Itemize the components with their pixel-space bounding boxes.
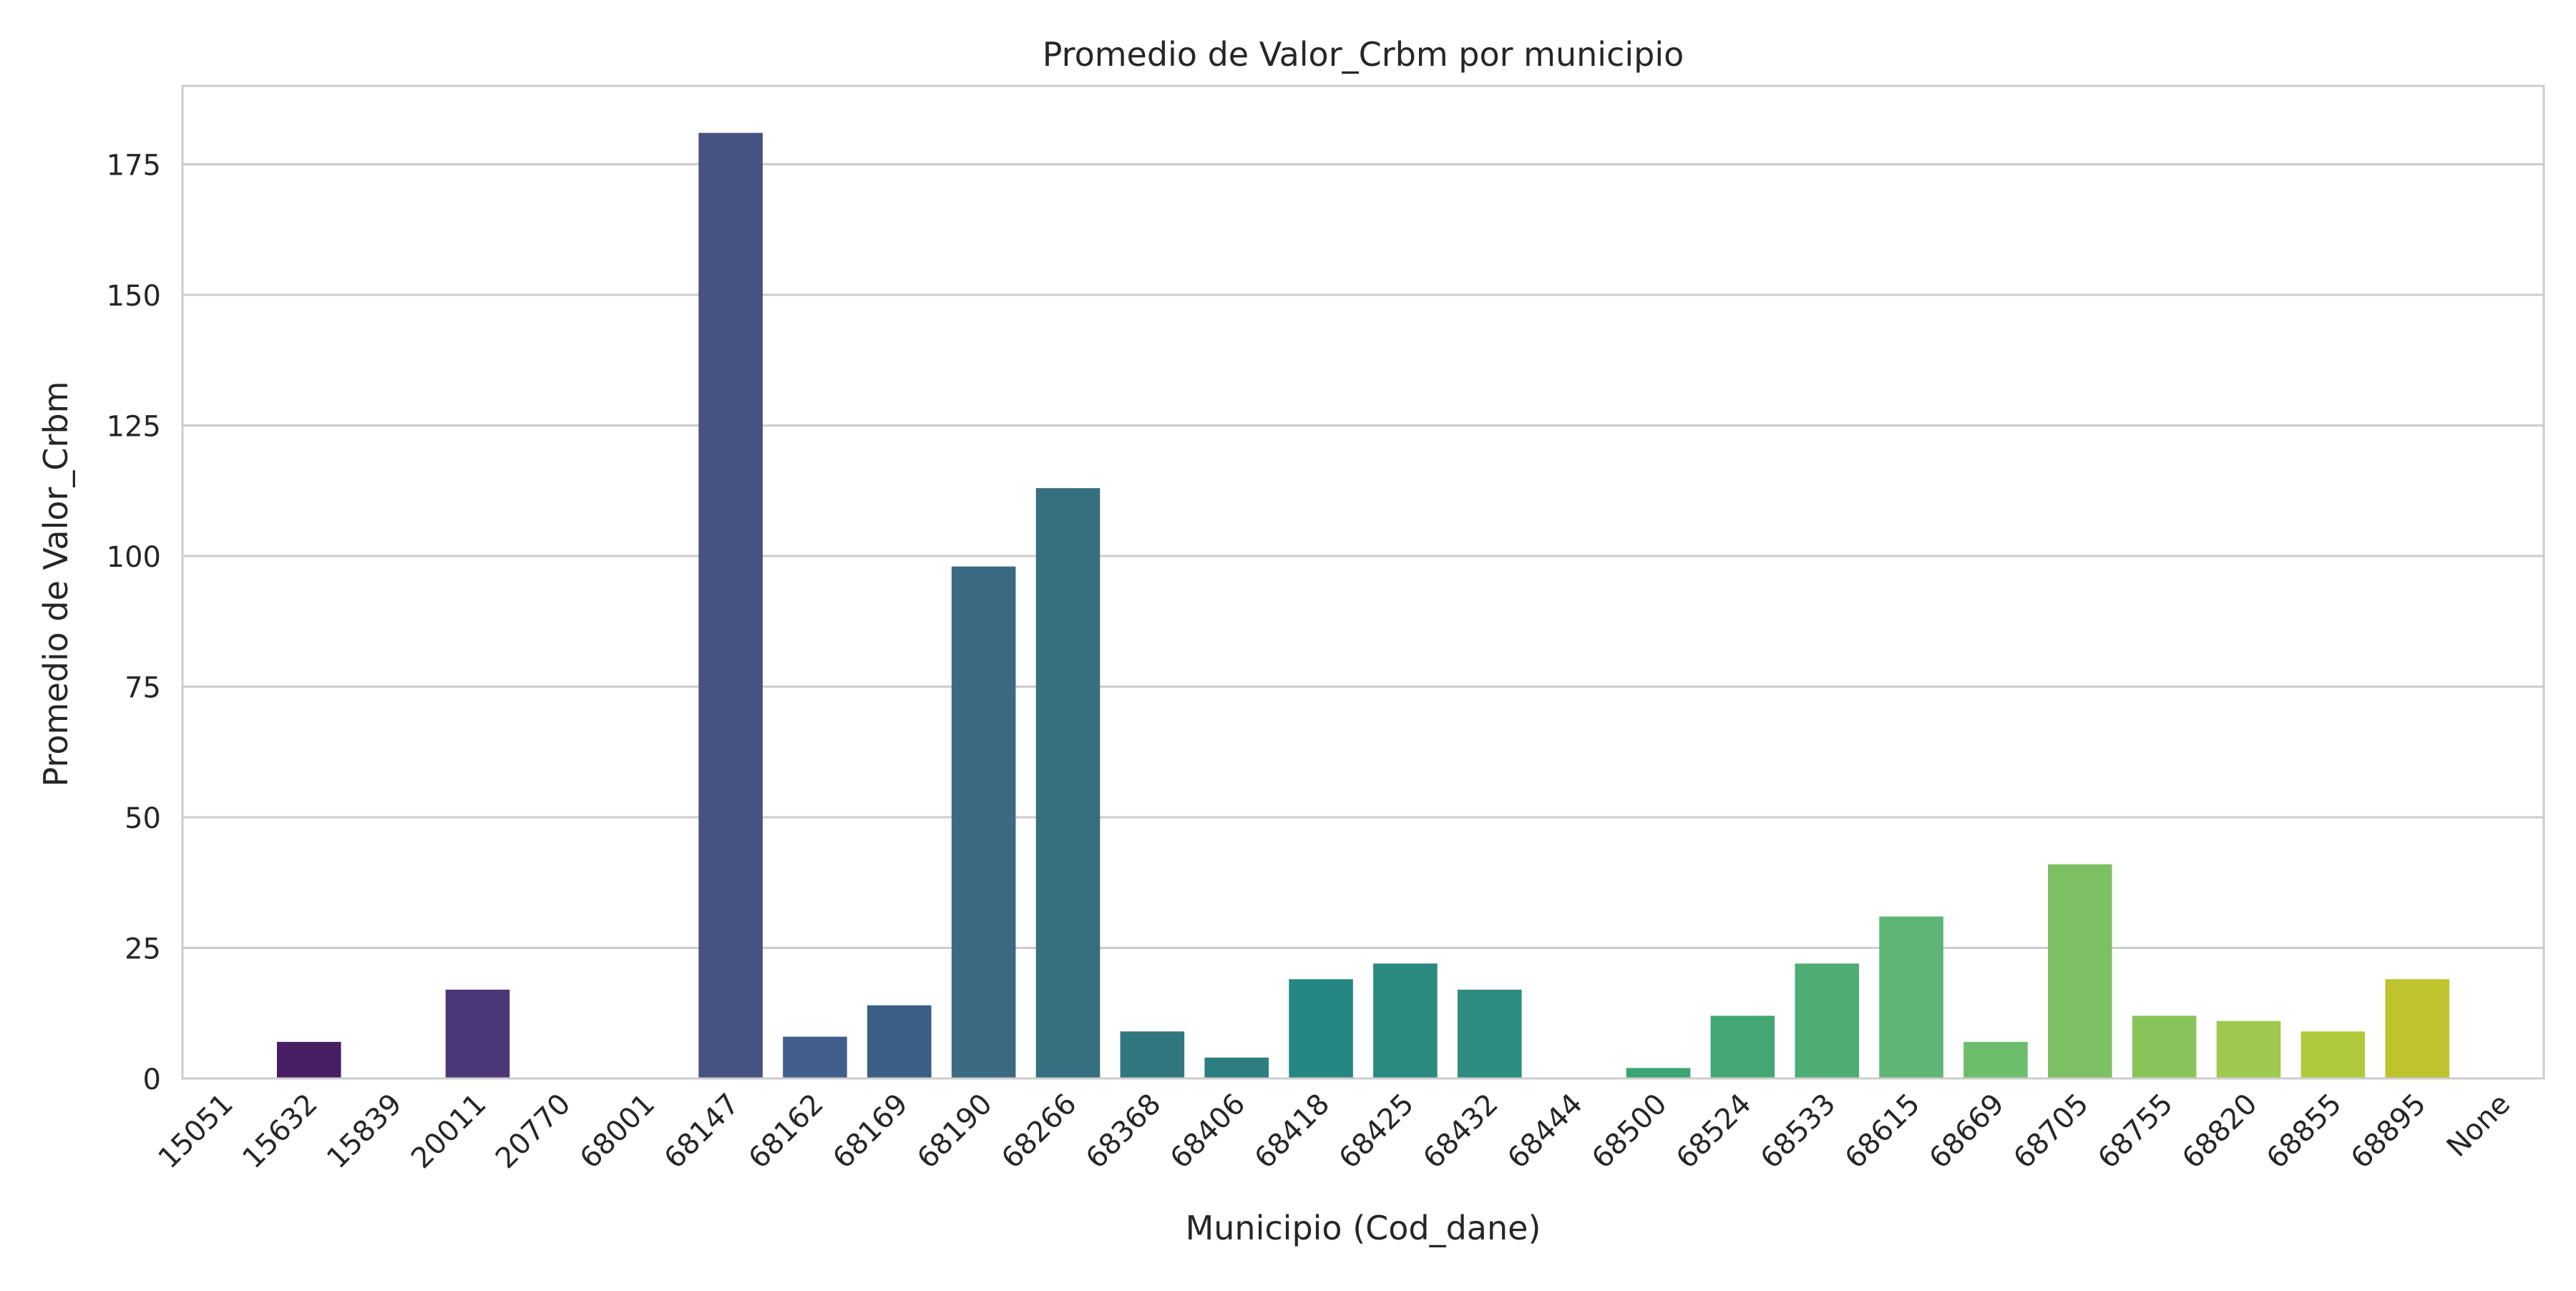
y-tick-label: 75 <box>125 672 161 705</box>
x-tick-label: 15839 <box>321 1088 409 1176</box>
y-tick-labels: 0 25 50 75 100 125 150 175 <box>107 150 161 1097</box>
x-tick-label: 68001 <box>574 1088 662 1176</box>
x-tick-label: 68147 <box>658 1088 746 1176</box>
x-tick-label: 68266 <box>995 1088 1083 1176</box>
x-tick-label: 68755 <box>2092 1088 2180 1176</box>
x-tick-label: 68418 <box>1249 1088 1337 1176</box>
x-tick-labels: 1505115632158392001120770680016814768162… <box>152 1088 2517 1176</box>
x-tick-label: 20011 <box>405 1088 493 1176</box>
y-tick-label: 100 <box>107 541 161 574</box>
bar-68524 <box>1710 1015 1775 1078</box>
x-tick-label: None <box>2441 1088 2517 1164</box>
bar-68169 <box>867 1005 932 1078</box>
bar-68533 <box>1795 963 1859 1078</box>
x-tick-label: 68669 <box>1923 1088 2011 1176</box>
y-tick-label: 50 <box>125 802 161 835</box>
x-axis-label: Municipio (Cod_dane) <box>1186 1209 1541 1247</box>
x-tick-label: 15632 <box>236 1088 324 1176</box>
x-tick-label: 68855 <box>2260 1088 2348 1176</box>
gridlines <box>182 163 2544 1080</box>
x-tick-label: 68425 <box>1332 1088 1420 1176</box>
x-tick-label: 20770 <box>489 1088 577 1176</box>
bar-68368 <box>1120 1031 1185 1078</box>
x-tick-label: 68820 <box>2176 1088 2264 1176</box>
x-tick-label: 68169 <box>826 1088 914 1176</box>
bar-20011 <box>445 989 510 1078</box>
chart-title: Promedio de Valor_Crbm por municipio <box>1043 35 1684 74</box>
y-tick-label: 175 <box>107 150 161 182</box>
bar-68755 <box>2132 1015 2197 1078</box>
x-tick-label: 68500 <box>1586 1088 1674 1176</box>
bar-15632 <box>277 1041 341 1078</box>
bar-68615 <box>1879 916 1943 1078</box>
y-tick-label: 150 <box>107 280 161 313</box>
x-tick-label: 68162 <box>742 1088 830 1176</box>
bar-68418 <box>1289 979 1353 1078</box>
bar-68147 <box>698 132 763 1079</box>
bars <box>277 132 2449 1079</box>
bar-68162 <box>783 1036 847 1078</box>
x-tick-label: 15051 <box>152 1088 240 1176</box>
y-tick-label: 25 <box>125 933 161 966</box>
bar-68425 <box>1373 963 1438 1078</box>
x-tick-label: 68432 <box>1417 1088 1505 1176</box>
bar-68406 <box>1204 1057 1269 1078</box>
x-tick-label: 68406 <box>1164 1088 1252 1176</box>
bar-68895 <box>2385 979 2449 1078</box>
y-tick-label: 125 <box>107 411 161 444</box>
x-tick-label: 68895 <box>2345 1088 2433 1176</box>
bar-68820 <box>2216 1020 2281 1078</box>
bar-68432 <box>1458 989 1522 1078</box>
x-tick-label: 68533 <box>1755 1088 1843 1176</box>
x-tick-label: 68190 <box>911 1088 999 1176</box>
y-axis-label: Promedio de Valor_Crbm <box>36 381 75 787</box>
x-tick-label: 68615 <box>1839 1088 1927 1176</box>
x-tick-label: 68705 <box>2007 1088 2095 1176</box>
y-tick-label: 0 <box>143 1063 161 1096</box>
bar-68669 <box>1963 1041 2028 1078</box>
bar-68705 <box>2048 864 2112 1078</box>
bar-68266 <box>1035 488 1101 1078</box>
x-tick-label: 68368 <box>1080 1088 1168 1176</box>
x-tick-label: 68444 <box>1501 1088 1589 1176</box>
x-tick-label: 68524 <box>1670 1088 1758 1176</box>
bar-68190 <box>951 566 1016 1078</box>
bar-68855 <box>2301 1031 2366 1078</box>
bar-68500 <box>1626 1068 1691 1078</box>
plot-frame <box>181 84 2545 1080</box>
